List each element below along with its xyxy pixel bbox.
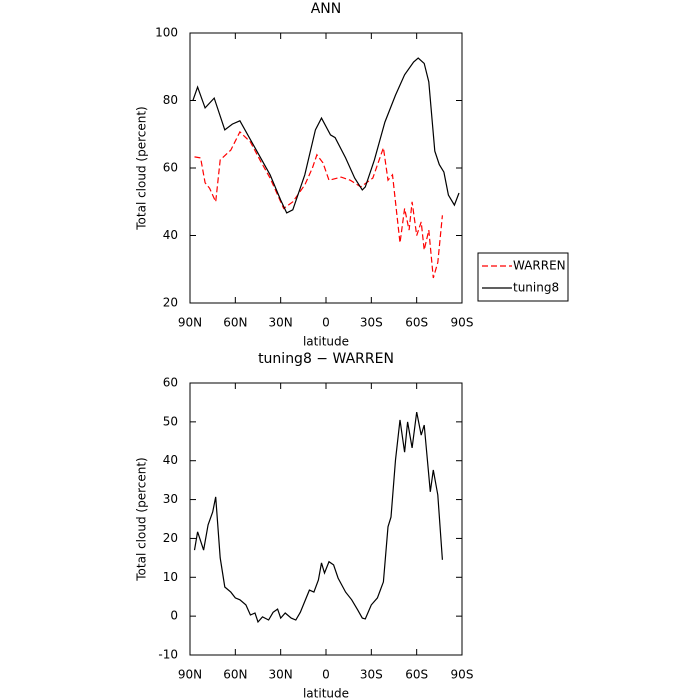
- x-tick-label: 90N: [178, 316, 202, 330]
- y-tick-label: 40: [163, 228, 178, 242]
- x-tick-label: 90S: [451, 668, 474, 682]
- chart-title: tuning8 − WARREN: [258, 351, 394, 367]
- legend-label: tuning8: [513, 281, 559, 295]
- x-tick-label: 90N: [178, 668, 202, 682]
- x-axis-label: latitude: [303, 335, 349, 349]
- y-axis-label: Total cloud (percent): [135, 106, 149, 230]
- y-tick-label: 80: [163, 93, 178, 107]
- y-tick-label: 20: [163, 296, 178, 310]
- chart-title: ANN: [311, 1, 342, 17]
- y-tick-label: -10: [158, 648, 178, 662]
- y-tick-label: 60: [163, 376, 178, 390]
- plot-frame: [189, 382, 463, 656]
- y-tick-label: 20: [163, 531, 178, 545]
- y-tick-label: 100: [155, 26, 178, 40]
- y-tick-label: 30: [163, 492, 178, 506]
- plot-frame: [189, 32, 463, 304]
- x-tick-label: 30S: [360, 316, 383, 330]
- y-tick-label: 10: [163, 570, 178, 584]
- x-axis-label: latitude: [303, 687, 349, 700]
- x-tick-label: 60N: [223, 668, 247, 682]
- y-tick-label: 50: [163, 414, 178, 428]
- y-tick-label: 40: [163, 453, 178, 467]
- data-line: [194, 130, 443, 279]
- legend-label: WARREN: [513, 259, 566, 273]
- x-tick-label: 0: [322, 316, 330, 330]
- x-tick-label: 0: [322, 668, 330, 682]
- x-tick-label: 60S: [405, 316, 428, 330]
- x-tick-label: 60N: [223, 316, 247, 330]
- x-tick-label: 30S: [360, 668, 383, 682]
- x-tick-label: 60S: [405, 668, 428, 682]
- y-tick-label: 60: [163, 161, 178, 175]
- data-line: [193, 411, 443, 624]
- data-line: [192, 57, 460, 214]
- y-axis-label: Total cloud (percent): [135, 457, 149, 581]
- x-tick-label: 30N: [269, 316, 293, 330]
- legend-box: [477, 252, 569, 302]
- x-tick-label: 30N: [269, 668, 293, 682]
- y-tick-label: 0: [170, 609, 178, 623]
- x-tick-label: 90S: [451, 316, 474, 330]
